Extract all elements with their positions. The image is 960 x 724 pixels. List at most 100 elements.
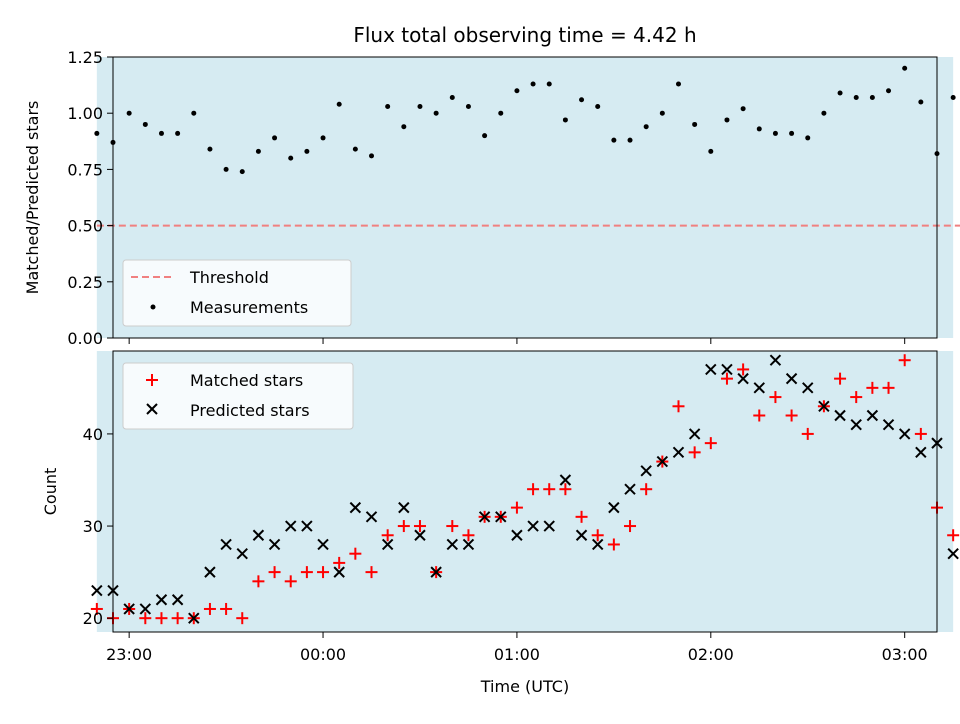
measurement-point bbox=[562, 117, 568, 123]
predicted-star-point bbox=[721, 363, 733, 376]
measurement-point bbox=[320, 135, 326, 141]
bottom-legend-box bbox=[122, 362, 354, 430]
predicted-star-point bbox=[171, 594, 184, 606]
predicted-star-point bbox=[624, 483, 636, 495]
predicted-star-point bbox=[123, 603, 135, 615]
x-tick-label: 01:00 bbox=[494, 645, 540, 664]
measurement-point bbox=[255, 148, 261, 154]
predicted-star-point bbox=[947, 547, 959, 560]
predicted-star-point bbox=[430, 566, 442, 578]
bottom-legend: Matched stars Predicted stars bbox=[122, 362, 354, 430]
predicted-star-point bbox=[898, 428, 911, 440]
measurement-point bbox=[869, 94, 875, 100]
matched-star-point bbox=[866, 381, 879, 394]
measurement-point bbox=[611, 137, 617, 143]
matched-star-point bbox=[220, 602, 233, 615]
predicted-star-point bbox=[478, 511, 491, 523]
matched-star-point bbox=[769, 391, 782, 404]
matched-star-point bbox=[559, 483, 572, 496]
measurement-point bbox=[304, 148, 310, 154]
top-axes-frame bbox=[112, 56, 938, 339]
predicted-star-point bbox=[511, 529, 523, 541]
predicted-star-point bbox=[381, 538, 394, 551]
top-y-axis-label: Matched/Predicted stars bbox=[23, 101, 42, 295]
top-x-ticks bbox=[128, 338, 906, 344]
matched-star-point bbox=[510, 501, 523, 514]
matched-star-point bbox=[753, 409, 766, 422]
y-tick-label: 40 bbox=[83, 425, 103, 444]
measurement-point bbox=[142, 121, 148, 127]
predicted-star-point bbox=[317, 538, 329, 551]
predicted-star-point bbox=[753, 382, 765, 394]
measurement-point bbox=[821, 110, 827, 116]
matched-star-point bbox=[914, 427, 927, 440]
matched-star-point bbox=[317, 566, 330, 579]
legend-measurements-swatch bbox=[150, 304, 156, 310]
matched-star-point bbox=[785, 409, 798, 422]
predicted-star-point bbox=[252, 529, 265, 541]
predicted-star-point bbox=[559, 474, 572, 486]
measurement-point bbox=[692, 121, 698, 127]
measurement-point bbox=[886, 88, 892, 94]
predicted-star-point bbox=[236, 547, 248, 560]
matched-star-point bbox=[640, 483, 653, 496]
matched-star-point bbox=[720, 372, 733, 385]
matched-star-point bbox=[171, 612, 184, 625]
predicted-star-point bbox=[462, 538, 475, 551]
top-legend: Threshold Measurements bbox=[122, 259, 352, 327]
predicted-star-point bbox=[705, 363, 717, 376]
y-tick-label: 1.25 bbox=[67, 48, 103, 67]
measurement-point bbox=[191, 110, 197, 116]
measurement-point bbox=[546, 81, 552, 87]
y-tick-label: 0.00 bbox=[67, 329, 103, 348]
matched-star-point bbox=[349, 547, 362, 560]
legend-matched-label: Matched stars bbox=[190, 371, 303, 390]
measurement-point bbox=[772, 130, 778, 136]
measurement-point bbox=[158, 130, 164, 136]
legend-threshold-label: Threshold bbox=[189, 268, 269, 287]
x-axis-label: Time (UTC) bbox=[480, 677, 569, 696]
matched-star-point bbox=[947, 529, 960, 542]
matched-star-point bbox=[300, 566, 313, 579]
matched-star-point bbox=[704, 437, 717, 450]
predicted-star-point bbox=[672, 446, 685, 459]
predicted-star-point bbox=[365, 511, 378, 523]
predicted-star-point bbox=[139, 603, 152, 615]
legend-predicted-swatch bbox=[146, 403, 158, 415]
top-y-ticks: 0.00 0.25 0.50 0.75 1.00 1.25 bbox=[67, 48, 113, 348]
x-tick-label: 23:00 bbox=[106, 645, 152, 664]
matched-star-point bbox=[268, 566, 281, 579]
predicted-star-point bbox=[608, 501, 620, 514]
measurement-point bbox=[482, 133, 488, 139]
matched-star-point bbox=[252, 575, 265, 588]
legend-matched-swatch bbox=[146, 374, 158, 386]
predicted-stars-points bbox=[91, 354, 959, 624]
matched-star-point bbox=[236, 612, 249, 625]
measurement-point bbox=[352, 146, 358, 152]
measurement-point bbox=[417, 103, 423, 109]
x-tick-label: 02:00 bbox=[688, 645, 734, 664]
predicted-star-point bbox=[737, 372, 749, 385]
measurement-point bbox=[579, 97, 585, 103]
measurement-point bbox=[789, 130, 795, 136]
measurement-point bbox=[126, 110, 132, 116]
matched-star-point bbox=[446, 520, 459, 533]
matched-star-point bbox=[155, 612, 168, 625]
bottom-axes-frame bbox=[112, 350, 938, 633]
predicted-star-point bbox=[834, 409, 846, 422]
measurement-point bbox=[708, 148, 714, 154]
matched-stars-points bbox=[90, 354, 960, 625]
measurement-point bbox=[369, 153, 375, 159]
predicted-star-point bbox=[575, 529, 588, 541]
measurement-point bbox=[902, 65, 908, 71]
y-tick-label: 0.25 bbox=[67, 273, 103, 292]
measurement-point bbox=[950, 94, 956, 100]
measurement-point bbox=[449, 94, 455, 100]
matched-star-point bbox=[898, 354, 911, 367]
measurement-point bbox=[336, 101, 342, 107]
matched-star-point bbox=[139, 612, 152, 625]
measurement-point bbox=[288, 155, 294, 161]
predicted-star-point bbox=[915, 446, 927, 459]
matched-star-point bbox=[381, 529, 394, 542]
chart-title: Flux total observing time = 4.42 h bbox=[353, 23, 696, 47]
